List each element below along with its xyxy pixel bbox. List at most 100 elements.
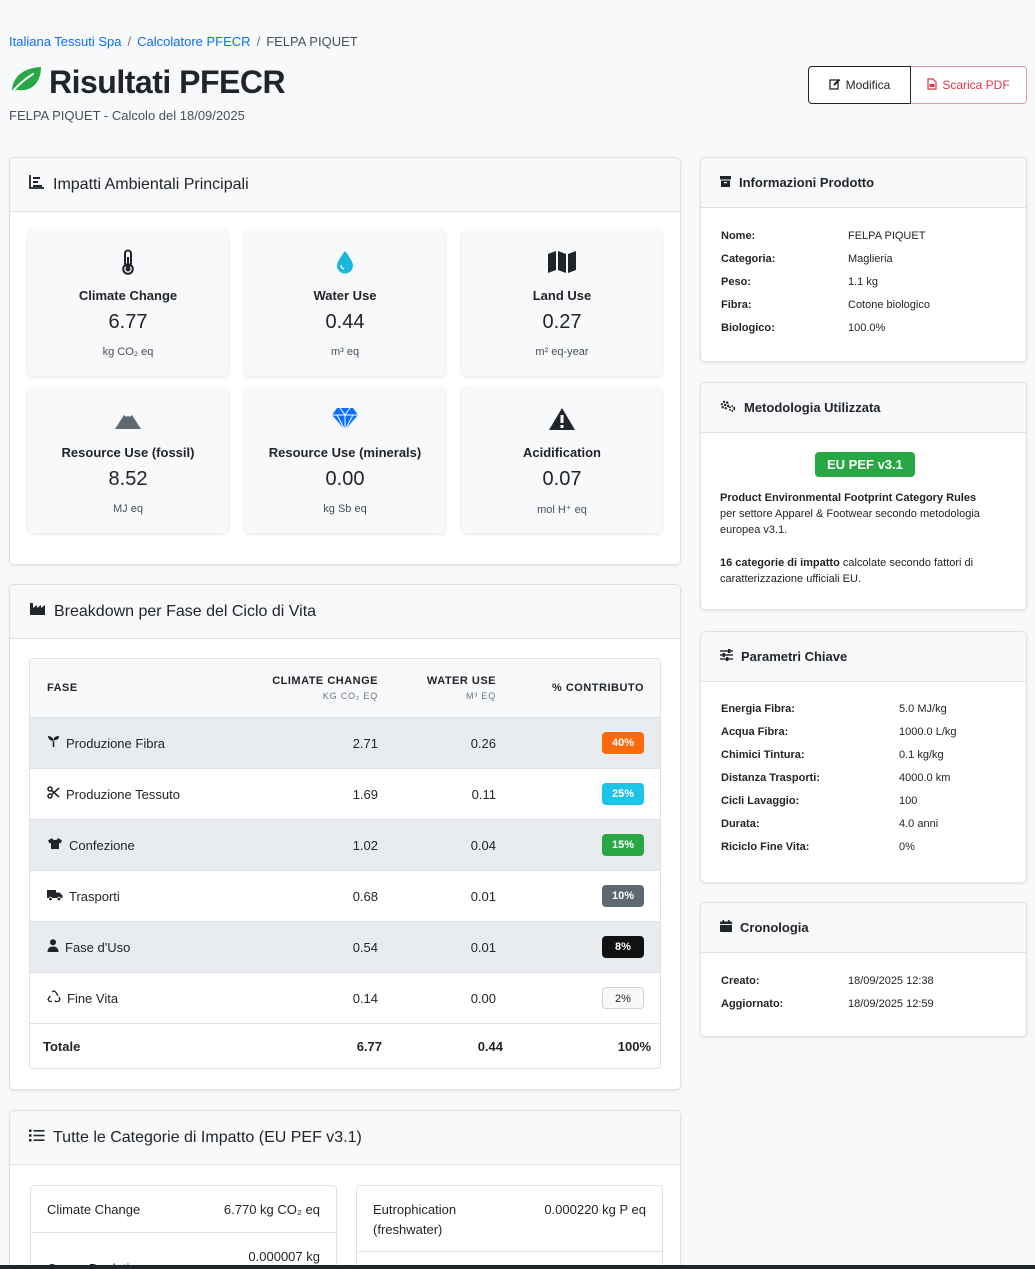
param-value: 100: [899, 794, 918, 807]
category-name: Climate Change: [47, 1201, 141, 1217]
box-icon: [720, 175, 731, 190]
info-value: FELPA PIQUET: [848, 229, 926, 242]
breadcrumb-current: FELPA PIQUET: [266, 34, 358, 49]
param-value: 0.1 kg/kg: [899, 748, 944, 761]
methodology-paragraph: Product Environmental Footprint Category…: [720, 490, 1010, 538]
impact-value: 6.77: [108, 311, 148, 333]
list-item: Categoria: Maglieria: [721, 247, 930, 270]
industry-icon: [29, 602, 46, 621]
list-item: Eutrophication (freshwater) 0.000220 kg …: [357, 1186, 662, 1252]
info-value: Maglieria: [848, 252, 893, 265]
key-params-card: Parametri Chiave Energia Fibra: 5.0 MJ/kg…: [700, 631, 1027, 883]
list-item: Peso: 1.1 kg: [721, 270, 930, 293]
param-key: Chimici Tintura:: [721, 748, 805, 761]
column-header-water-unit: M³ EQ: [466, 691, 496, 701]
main-impacts-card: Impatti Ambientali Principali Climate Ch…: [9, 157, 681, 565]
calendar-icon: [720, 920, 732, 935]
info-key: Fibra:: [721, 298, 752, 311]
param-key: Riciclo Fine Vita:: [721, 840, 810, 853]
climate-value: 1.02: [352, 837, 378, 853]
table-header-row: FASE CLIMATE CHANGE KG CO₂ EQ WATER USE …: [30, 659, 660, 718]
map-icon: [547, 248, 577, 276]
impact-unit: m³ eq: [330, 346, 360, 358]
impact-tile-climate-change: Climate Change 6.77 kg CO₂ eq: [28, 230, 228, 376]
sliders-icon: [720, 649, 733, 664]
climate-value: 0.68: [352, 888, 378, 904]
water-value: 0.04: [470, 837, 496, 853]
impact-value: 0.27: [542, 311, 582, 333]
recycle-icon: [47, 990, 61, 1006]
page-title-row: Risultati PFECR: [9, 64, 286, 101]
impact-value: 0.44: [325, 311, 365, 333]
breadcrumb-calculator-link[interactable]: Calcolatore PFECR: [137, 34, 251, 49]
impact-tile-resource-minerals: Resource Use (minerals) 0.00 kg Sb eq: [245, 387, 445, 533]
total-climate: 6.77: [356, 1038, 382, 1054]
total-water: 0.44: [477, 1038, 503, 1054]
share-badge: 10%: [602, 885, 644, 907]
param-key: Distanza Trasporti:: [721, 771, 821, 784]
info-key: Biologico:: [721, 321, 775, 334]
chart-bar-icon: [29, 175, 45, 194]
list-item: Climate Change 6.770 kg CO₂ eq: [31, 1186, 336, 1233]
edit-button[interactable]: Modifica: [808, 66, 911, 104]
table-row: Produzione Tessuto 1.69 0.11 25%: [30, 769, 660, 820]
history-title: Cronologia: [740, 920, 809, 935]
param-key: Acqua Fibra:: [721, 725, 789, 738]
list-item: Chimici Tintura: 0.1 kg/kg: [721, 743, 957, 766]
category-value: 0.000220 kg P eq: [544, 1202, 646, 1217]
climate-value: 2.71: [352, 735, 378, 751]
history-list: Creato: 18/09/2025 12:38 Aggiornato: 18/09…: [721, 969, 934, 1015]
download-pdf-button[interactable]: Scarica PDF: [911, 66, 1027, 104]
climate-value: 0.54: [352, 939, 378, 955]
gem-icon: [331, 405, 359, 433]
list-icon: [29, 1129, 45, 1147]
param-key: Durata:: [721, 817, 760, 830]
info-value: 1.1 kg: [848, 275, 878, 288]
methodology-description: Product Environmental Footprint Category…: [720, 490, 1010, 587]
breadcrumb-separator: /: [127, 34, 132, 49]
impact-tiles: Climate Change 6.77 kg CO₂ eq Water Use …: [28, 230, 662, 533]
list-item: Acqua Fibra: 1000.0 L/kg: [721, 720, 957, 743]
climate-value: 1.69: [352, 786, 378, 802]
pdf-file-icon: [927, 77, 937, 93]
all-categories-card: Tutte le Categorie di Impatto (EU PEF v3…: [9, 1110, 681, 1269]
impact-unit: kg CO₂ eq: [102, 346, 154, 358]
impact-unit: m² eq-year: [535, 346, 589, 358]
category-name: Eutrophication (freshwater): [373, 1202, 457, 1237]
table-row: Produzione Fibra 2.71 0.26 40%: [30, 718, 660, 769]
breadcrumb-separator: /: [256, 34, 261, 49]
breadcrumb-company-link[interactable]: Italiana Tessuti Spa: [9, 34, 122, 49]
impact-tile-land-use: Land Use 0.27 m² eq-year: [462, 230, 662, 376]
impact-name: Resource Use (minerals): [268, 445, 422, 460]
param-value: 1000.0 L/kg: [899, 725, 957, 738]
list-item: Ozone Depletion 0.000007 kg: [31, 1233, 336, 1269]
breakdown-header: Breakdown per Fase del Ciclo di Vita: [10, 585, 680, 639]
methodology-bold-2: 16 categorie di impatto: [720, 557, 840, 569]
list-item: Riciclo Fine Vita: 0%: [721, 835, 957, 858]
column-header-water: WATER USE M³ EQ: [378, 675, 496, 701]
impact-name: Climate Change: [78, 288, 178, 303]
history-value: 18/09/2025 12:38: [848, 974, 934, 987]
methodology-header: Metodologia Utilizzata: [701, 383, 1026, 433]
column-header-share: % CONTRIBUTO: [552, 682, 644, 694]
user-icon: [47, 939, 59, 955]
list-item: Biologico: 100.0%: [721, 316, 930, 339]
table-row: Fine Vita 0.14 0.00 2%: [30, 973, 660, 1024]
column-header-climate: CLIMATE CHANGE KG CO₂ EQ: [240, 675, 378, 701]
categories-list-right: Eutrophication (freshwater) 0.000220 kg …: [356, 1185, 663, 1269]
main-impacts-title: Impatti Ambientali Principali: [53, 175, 249, 193]
scissors-icon: [47, 786, 60, 802]
impact-unit: MJ eq: [113, 503, 143, 515]
all-categories-title: Tutte le Categorie di Impatto (EU PEF v3…: [53, 1128, 362, 1146]
product-info-card: Informazioni Prodotto Nome: FELPA PIQUET …: [700, 157, 1027, 362]
info-key: Categoria:: [721, 252, 776, 265]
param-value: 5.0 MJ/kg: [899, 702, 947, 715]
table-row: Confezione 1.02 0.04 15%: [30, 820, 660, 871]
product-info-title: Informazioni Prodotto: [739, 175, 875, 190]
info-key: Nome:: [721, 229, 756, 242]
gears-icon: [720, 400, 736, 415]
warning-icon: [548, 405, 576, 433]
key-params-title: Parametri Chiave: [741, 649, 848, 664]
water-value: 0.11: [471, 786, 496, 802]
info-value: Cotone biologico: [848, 298, 930, 311]
